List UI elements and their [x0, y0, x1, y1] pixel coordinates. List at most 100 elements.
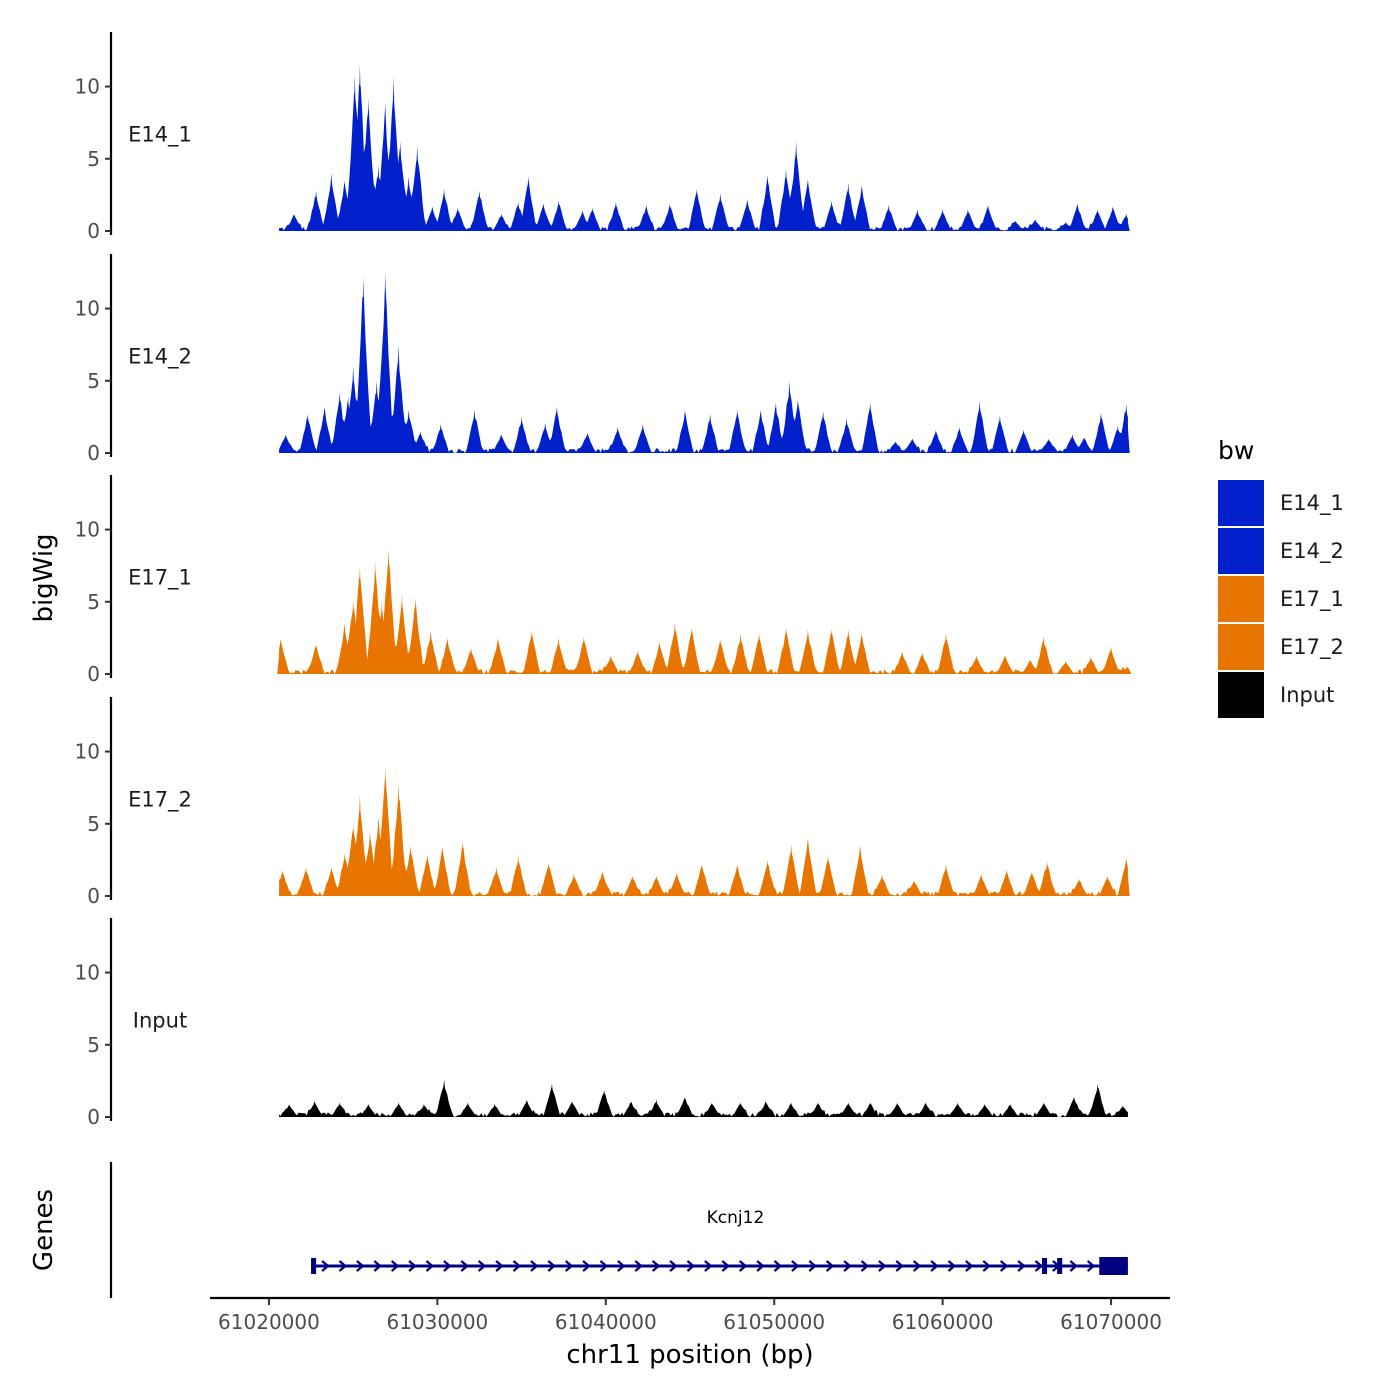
peak-mark: [1040, 1102, 1048, 1117]
peak-mark: [866, 402, 874, 453]
peak-mark: [844, 629, 852, 674]
peak-mark: [856, 844, 864, 896]
peak-mark: [578, 210, 586, 231]
strand-arrow: [895, 1260, 904, 1272]
peak-mark: [1006, 1104, 1014, 1117]
y-tick-label: 0: [87, 1105, 100, 1129]
x-tick-label: 61070000: [1060, 1310, 1162, 1334]
peak-mark: [1045, 438, 1053, 453]
legend-swatch: [1218, 672, 1264, 718]
legend-swatch: [1218, 528, 1264, 574]
x-tick-label: 61030000: [386, 1310, 488, 1334]
peak-mark: [381, 103, 389, 231]
peak-mark: [1075, 878, 1083, 896]
peak-mark: [913, 209, 921, 231]
track-label-e14-1: E14_1: [128, 122, 192, 147]
peak-mark: [716, 639, 724, 674]
panel-e17-2: 0 5 10 E17_2: [75, 697, 1130, 908]
strand-arrow: [425, 1260, 435, 1272]
peak-mark: [698, 864, 706, 896]
peak-mark: [381, 272, 389, 453]
x-tick-label: 61060000: [892, 1310, 994, 1334]
strand-arrow: [878, 1260, 887, 1272]
peak-mark: [540, 203, 547, 231]
strand-arrow: [373, 1260, 382, 1272]
peak-mark: [693, 189, 701, 231]
strand-arrow: [599, 1260, 609, 1272]
strand-arrow: [982, 1260, 991, 1272]
strand-arrow: [617, 1260, 626, 1272]
peak-mark: [892, 441, 899, 453]
peak-mark: [395, 783, 403, 896]
peak-mark: [1094, 209, 1102, 231]
peak-mark: [405, 176, 413, 231]
peak-mark: [1119, 1105, 1127, 1117]
peak-mark: [1026, 659, 1034, 674]
peak-mark: [708, 1102, 716, 1117]
x-tick-label: 61050000: [723, 1310, 825, 1334]
strand-arrow: [338, 1260, 348, 1272]
peak-mark: [743, 199, 751, 231]
x-tick-label: 61020000: [218, 1310, 320, 1334]
strand-arrow: [773, 1260, 783, 1272]
track-label-e17-2: E17_2: [128, 787, 192, 812]
peak-mark: [908, 438, 916, 453]
strand-arrow: [999, 1260, 1009, 1272]
peak-mark: [858, 184, 866, 231]
peak-mark: [395, 1102, 403, 1117]
peak-mark: [612, 202, 620, 231]
strand-arrow: [825, 1260, 835, 1272]
peak-mark: [984, 205, 992, 231]
peak-mark: [580, 636, 588, 674]
signal-area-e17-2: [279, 774, 1128, 896]
peak-mark: [1062, 661, 1070, 674]
peak-mark: [885, 205, 893, 231]
peak-mark: [804, 838, 812, 896]
legend-item-input: Input: [1218, 672, 1334, 718]
peak-mark: [757, 409, 765, 453]
peak-mark: [614, 427, 622, 453]
peak-mark: [491, 1104, 499, 1117]
peak-mark: [437, 424, 445, 453]
peak-mark: [922, 1102, 930, 1117]
peak-mark: [824, 855, 832, 896]
strand-arrow: [738, 1260, 748, 1272]
peak-mark: [1020, 429, 1027, 453]
gene-name-label: Kcnj12: [707, 1208, 765, 1228]
peak-mark: [548, 1083, 556, 1117]
peak-mark: [277, 639, 285, 674]
peak-mark: [1011, 220, 1019, 231]
peak-mark: [467, 648, 475, 674]
peak-mark: [764, 859, 771, 896]
peak-mark: [351, 75, 359, 231]
peak-mark: [588, 207, 596, 231]
peak-mark: [755, 633, 763, 674]
strand-arrow: [843, 1260, 852, 1272]
peak-mark: [405, 409, 413, 453]
peak-mark: [681, 1096, 689, 1117]
peak-mark: [671, 623, 679, 674]
peak-mark: [312, 643, 320, 674]
peak-mark: [423, 854, 431, 896]
peak-mark: [762, 1101, 770, 1117]
strand-arrow: [1069, 1260, 1078, 1272]
legend-item-e17-2: E17_2: [1218, 624, 1344, 670]
gene-panel: Genes Kcnj12: [29, 1162, 1128, 1298]
peak-mark: [954, 1102, 962, 1117]
peak-mark: [972, 655, 980, 674]
peak-mark: [553, 406, 561, 453]
peak-mark: [583, 432, 591, 453]
peak-mark: [1080, 437, 1088, 453]
peak-mark: [390, 76, 398, 232]
y-tick-label: 0: [87, 662, 100, 686]
peak-mark: [642, 205, 650, 231]
peak-mark: [598, 871, 606, 896]
gene-track: Kcnj12: [311, 1208, 1128, 1275]
bigwig-panels: 0 5 10 E14_1 0 5 10 E14_2 0 5 10 E17_1 0 5 10 E17_2 0 5 10…: [75, 32, 1132, 1129]
strand-arrow: [477, 1260, 487, 1272]
peak-mark: [497, 213, 505, 231]
peak-mark: [514, 855, 522, 896]
peak-mark: [652, 875, 660, 896]
peak-mark: [1097, 412, 1105, 453]
